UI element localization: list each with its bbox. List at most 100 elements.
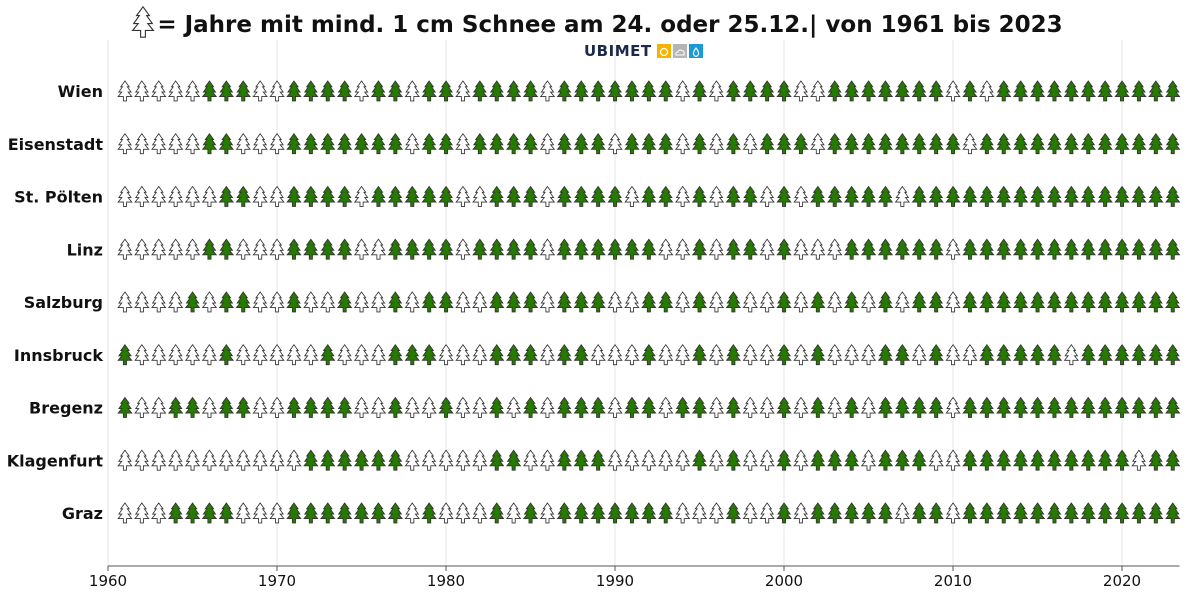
tree-shape — [827, 449, 843, 471]
tree-shape — [1029, 133, 1046, 155]
tree-outline-icon — [708, 185, 725, 207]
tree-outline-icon — [674, 291, 691, 313]
tree-shape — [1046, 396, 1063, 418]
tree-shape — [1063, 344, 1080, 366]
tree-filled-icon — [387, 80, 404, 102]
tree-filled-icon — [877, 291, 894, 313]
tree-shape — [1114, 291, 1130, 313]
tree-shape — [860, 80, 877, 102]
tree-outline-icon — [624, 185, 640, 207]
tree-shape — [151, 291, 167, 313]
tree-shape — [1131, 502, 1147, 524]
tree-outline-icon — [455, 185, 471, 207]
tree-filled-icon — [286, 185, 302, 207]
tree-outline-icon — [539, 80, 556, 102]
tree-filled-icon — [641, 133, 657, 155]
tree-shape — [1148, 291, 1164, 313]
tree-filled-icon — [1046, 133, 1063, 155]
tree-filled-icon — [877, 133, 894, 155]
tree-shape — [742, 291, 758, 313]
tree-shape — [1131, 449, 1147, 471]
tree-shape — [421, 502, 437, 524]
tree-filled-icon — [1012, 449, 1029, 471]
tree-filled-icon — [1012, 238, 1029, 260]
tree-shape — [843, 133, 860, 155]
tree-outline-icon — [252, 502, 268, 524]
tree-filled-icon — [860, 185, 877, 207]
tree-filled-icon — [624, 396, 640, 418]
tree-outline-icon — [320, 291, 336, 313]
tree-shape — [472, 344, 488, 366]
tree-shape — [438, 449, 454, 471]
tree-filled-icon — [1080, 344, 1096, 366]
tree-filled-icon — [1165, 449, 1181, 471]
tree-filled-icon — [573, 344, 589, 366]
tree-shape — [996, 396, 1012, 418]
tree-outline-icon — [793, 502, 809, 524]
tree-shape — [624, 80, 640, 102]
tree-filled-icon — [1046, 502, 1063, 524]
tree-shape — [472, 185, 488, 207]
tree-outline-icon — [793, 449, 809, 471]
tree-filled-icon — [353, 502, 370, 524]
tree-shape — [320, 185, 336, 207]
tree-shape — [1063, 502, 1080, 524]
tree-shape — [860, 133, 877, 155]
tree-shape — [421, 133, 437, 155]
tree-filled-icon — [167, 502, 184, 524]
tree-shape — [320, 344, 336, 366]
tree-shape — [522, 133, 539, 155]
tree-filled-icon — [742, 80, 758, 102]
tree-shape — [472, 449, 488, 471]
tree-filled-icon — [201, 502, 218, 524]
tree-filled-icon — [1046, 238, 1063, 260]
tree-shape — [911, 185, 927, 207]
tree-filled-icon — [911, 449, 927, 471]
tree-shape — [370, 291, 387, 313]
tree-shape — [1131, 238, 1147, 260]
tree-shape — [945, 80, 961, 102]
ubimet-logo: UBIMET — [584, 42, 703, 60]
tree-shape — [438, 238, 454, 260]
tree-filled-icon — [1080, 396, 1096, 418]
tree-shape — [979, 133, 995, 155]
tree-outline-icon — [184, 185, 201, 207]
tree-filled-icon — [590, 238, 606, 260]
tree-filled-icon — [505, 449, 522, 471]
tree-outline-icon — [167, 238, 184, 260]
tree-shape — [843, 502, 860, 524]
tree-shape — [877, 80, 894, 102]
tree-shape — [658, 502, 674, 524]
tree-shape — [134, 185, 150, 207]
tree-outline-icon — [269, 185, 285, 207]
tree-shape — [167, 396, 184, 418]
city-label: Graz — [62, 504, 103, 523]
tree-filled-icon — [1063, 185, 1080, 207]
tree-outline-icon — [674, 344, 691, 366]
tree-filled-icon — [928, 291, 944, 313]
tree-shape — [674, 291, 691, 313]
tree-shape — [1063, 238, 1080, 260]
tree-outline-icon — [134, 449, 150, 471]
tree-shape — [996, 449, 1012, 471]
tree-filled-icon — [691, 291, 708, 313]
tree-shape — [979, 291, 995, 313]
tree-filled-icon — [489, 238, 505, 260]
tree-shape — [1148, 502, 1164, 524]
tree-outline-icon — [674, 502, 691, 524]
tree-shape — [860, 449, 877, 471]
tree-shape — [776, 185, 792, 207]
tree-filled-icon — [1080, 185, 1096, 207]
tree-shape — [556, 133, 573, 155]
tree-filled-icon — [843, 80, 860, 102]
tree-shape — [624, 291, 640, 313]
tree-shape — [134, 238, 150, 260]
tree-outline-icon — [607, 396, 623, 418]
tree-filled-icon — [218, 80, 235, 102]
tree-filled-icon — [624, 502, 640, 524]
tree-shape — [1012, 238, 1029, 260]
tree-shape — [404, 238, 420, 260]
tree-filled-icon — [1131, 502, 1147, 524]
tree-shape — [336, 344, 353, 366]
tree-shape — [455, 396, 471, 418]
